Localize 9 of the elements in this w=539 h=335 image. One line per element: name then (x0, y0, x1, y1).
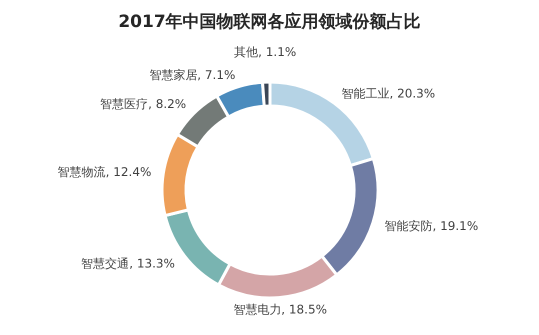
slice-label: 智慧交通, 13.3% (81, 256, 175, 270)
slice-label: 智能工业, 20.3% (341, 86, 436, 101)
slice-label: 其他, 1.1% (234, 45, 296, 60)
slice-label: 智慧家居, 7.1% (149, 68, 236, 82)
slice-label: 智能安防, 19.1% (384, 219, 478, 234)
slice-label: 智慧电力, 18.5% (233, 302, 328, 317)
slice-label: 智慧医疗, 8.2% (100, 97, 186, 112)
slice-label: 智慧物流, 12.4% (58, 164, 152, 179)
chart-title: 2017年中国物联网各应用领域份额占比 (117, 11, 422, 34)
